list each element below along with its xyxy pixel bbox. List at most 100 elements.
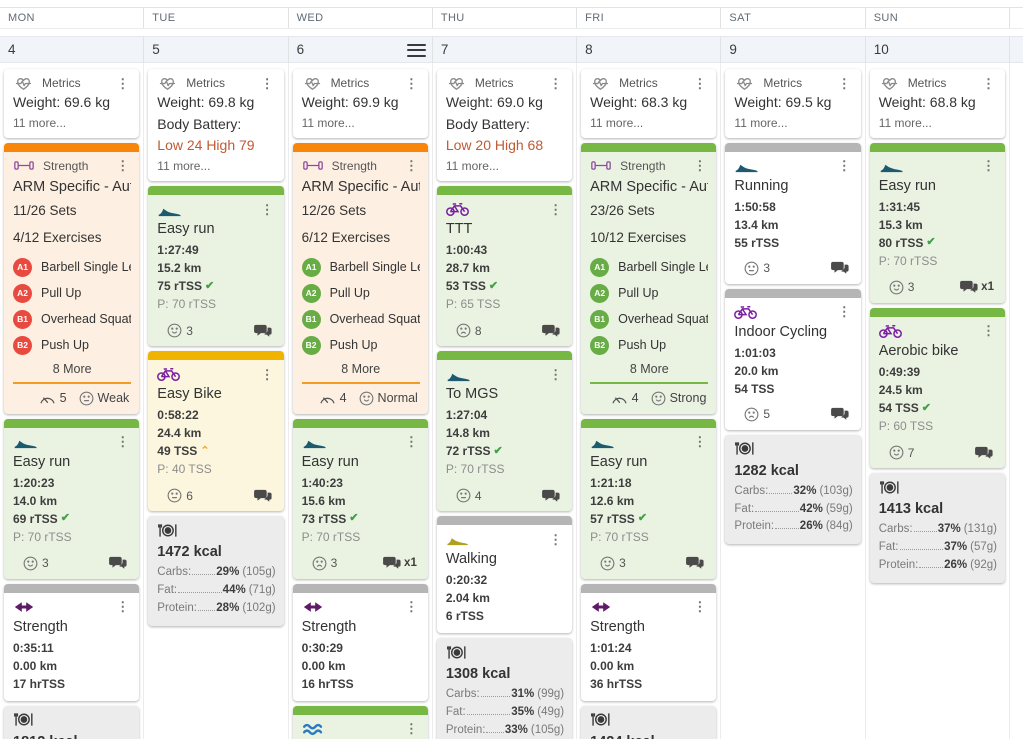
kebab-icon[interactable]: ⋮: [837, 158, 851, 174]
date-cell-thu[interactable]: 7: [433, 37, 578, 62]
kebab-icon[interactable]: ⋮: [837, 304, 851, 320]
kebab-icon[interactable]: ⋮: [404, 599, 418, 615]
kebab-icon[interactable]: ⋮: [116, 158, 130, 174]
metrics-more-link[interactable]: 11 more...: [734, 115, 788, 130]
metrics-more-link[interactable]: 11 more...: [157, 159, 211, 174]
workout-card[interactable]: ⋮ Easy Bike 0:58:22 24.4 km 49 TSS ⌃ P: 40 TSS…: [148, 351, 284, 512]
exercise-row[interactable]: B2 Push Up: [301, 335, 420, 355]
exercise-row[interactable]: A2 Pull Up: [301, 283, 420, 303]
exercise-row[interactable]: B1 Overhead Squat: [301, 309, 420, 329]
comments-button[interactable]: [541, 324, 561, 338]
exercise-row[interactable]: A2 Pull Up: [590, 283, 708, 303]
kebab-icon[interactable]: ⋮: [549, 366, 563, 382]
metrics-more-link[interactable]: 11 more...: [445, 159, 499, 174]
kebab-icon[interactable]: ⋮: [837, 75, 851, 91]
exercise-row[interactable]: B1 Overhead Squat: [13, 309, 131, 329]
workout-card[interactable]: ⋮ Easy run 1:31:45 15.3 km 80 rTSS ✔ P: 70 rTS…: [869, 142, 1005, 303]
dow-label-fri: FRI: [577, 8, 722, 28]
workout-card[interactable]: ⋮ TTT 1:00:43 28.7 km 53 TSS ✔ P: 65 TSS 8: [436, 186, 573, 347]
nutrition-card[interactable]: 1424 kcalCarbs:27%(93g)Fat:49%(76g)Prote…: [581, 705, 717, 739]
exercise-row[interactable]: B2 Push Up: [13, 335, 131, 355]
metrics-more-link[interactable]: 11 more...: [13, 115, 67, 130]
kebab-icon[interactable]: ⋮: [116, 599, 130, 615]
kebab-icon[interactable]: ⋮: [404, 75, 418, 91]
metrics-card[interactable]: Metrics ⋮ Weight: 68.3 kg 11 more...: [581, 69, 717, 138]
kebab-icon[interactable]: ⋮: [260, 366, 274, 382]
nutrition-card[interactable]: 1472 kcal Carbs: 29% (105g) Fat: 44% (71g) Prot…: [148, 516, 284, 626]
metrics-more-link[interactable]: 11 more...: [301, 115, 355, 130]
kebab-icon[interactable]: ⋮: [260, 201, 274, 217]
kebab-icon[interactable]: ⋮: [693, 599, 707, 615]
kebab-icon[interactable]: ⋮: [549, 75, 563, 91]
date-cell-sun[interactable]: 10: [866, 37, 1010, 62]
metrics-card[interactable]: Metrics ⋮ Weight: 69.0 kg Body Battery: Low …: [436, 69, 573, 182]
workout-card[interactable]: ⋮ Strength 0:30:29 0.00 km 16 hrTSS: [292, 583, 428, 701]
kebab-icon[interactable]: ⋮: [549, 531, 563, 547]
workout-card[interactable]: ⋮ Easy run 1:20:23 14.0 km 69 rTSS ✔ P: 70 rTS…: [4, 418, 140, 579]
workout-card[interactable]: ⋮ Running 1:50:58 13.4 km 55 rTSS 3: [725, 142, 861, 284]
workout-card[interactable]: ⋮ Easy run 1:27:49 15.2 km 75 rTSS ✔ P: 70 rTS…: [148, 186, 284, 347]
kebab-icon[interactable]: ⋮: [981, 323, 995, 339]
date-cell-wed[interactable]: 6: [289, 37, 433, 62]
date-cell-mon[interactable]: 4: [0, 37, 145, 62]
kebab-icon[interactable]: ⋮: [549, 201, 563, 217]
comments-button[interactable]: [830, 261, 850, 275]
exercise-row[interactable]: A1 Barbell Single Leg …: [301, 257, 420, 277]
strength-plan-card[interactable]: Strength ⋮ ARM Specific - Aut… 12/26 Sets 6/…: [292, 142, 428, 414]
metrics-more-link[interactable]: 11 more...: [878, 115, 932, 130]
exercise-row[interactable]: B1 Overhead Squat: [590, 309, 708, 329]
exercises-more-link[interactable]: 8 More: [52, 361, 92, 376]
exercises-more-link[interactable]: 8 More: [629, 361, 669, 376]
metrics-card[interactable]: Metrics ⋮ Weight: 68.8 kg 11 more...: [869, 69, 1005, 138]
exercise-row[interactable]: A1 Barbell Single Leg …: [13, 257, 131, 277]
metrics-more-link[interactable]: 11 more...: [590, 115, 644, 130]
kebab-icon[interactable]: ⋮: [404, 721, 418, 737]
comments-button[interactable]: [108, 556, 128, 570]
kebab-icon[interactable]: ⋮: [116, 75, 130, 91]
menu-icon[interactable]: [406, 44, 426, 60]
date-cell-tue[interactable]: 5: [144, 37, 289, 62]
workout-card[interactable]: ⋮ Easy run 1:40:23 15.6 km 73 rTSS ✔ P: 70 rTS…: [292, 418, 428, 579]
kebab-icon[interactable]: ⋮: [404, 158, 418, 174]
kebab-icon[interactable]: ⋮: [693, 75, 707, 91]
comments-button[interactable]: [830, 407, 850, 421]
metrics-card[interactable]: Metrics ⋮ Weight: 69.9 kg 11 more...: [292, 69, 428, 138]
workout-card[interactable]: ⋮ Strength 1:01:24 0.00 km 36 hrTSS: [581, 583, 717, 701]
workout-card[interactable]: ⋮ Strength 0:35:11 0.00 km 17 hrTSS: [4, 583, 140, 701]
exercise-row[interactable]: B2 Push Up: [590, 335, 708, 355]
comments-button[interactable]: [541, 489, 561, 503]
workout-card[interactable]: ⋮ Easy run 1:21:18 12.6 km 57 rTSS ✔ P: 70 rTS…: [581, 418, 717, 579]
workout-card[interactable]: ⋮ Indoor Cycling 1:01:03 20.0 km 54 TSS 5: [725, 288, 861, 430]
kebab-icon[interactable]: ⋮: [404, 434, 418, 450]
kebab-icon[interactable]: ⋮: [981, 158, 995, 174]
comments-button[interactable]: [253, 489, 273, 503]
comments-button[interactable]: [974, 446, 994, 460]
date-cell-sat[interactable]: 9: [721, 37, 866, 62]
exercises-more-link[interactable]: 8 More: [341, 361, 381, 376]
kebab-icon[interactable]: ⋮: [260, 75, 274, 91]
comments-button[interactable]: [685, 556, 705, 570]
kebab-icon[interactable]: ⋮: [693, 434, 707, 450]
strength-plan-card[interactable]: Strength ⋮ ARM Specific - Aut… 11/26 Sets 4/…: [4, 142, 140, 414]
date-cell-fri[interactable]: 8: [577, 37, 722, 62]
kebab-icon[interactable]: ⋮: [116, 434, 130, 450]
comments-button[interactable]: x1: [382, 556, 417, 570]
comments-button[interactable]: [253, 324, 273, 338]
nutrition-card[interactable]: 1413 kcal Carbs: 37% (131g) Fat: 37% (57g) Prot…: [869, 473, 1005, 583]
strength-plan-card[interactable]: Strength ⋮ ARM Specific - Aut… 23/26 Sets 10…: [581, 142, 717, 414]
metrics-card[interactable]: Metrics ⋮ Weight: 69.5 kg 11 more...: [725, 69, 861, 138]
workout-card[interactable]: ⋮ Walking 0:20:32 2.04 km 6 rTSS: [436, 516, 573, 634]
workout-card[interactable]: ⋮ Aerobic bike 0:49:39 24.5 km 54 TSS ✔ P: 60 …: [869, 307, 1005, 469]
kebab-icon[interactable]: ⋮: [981, 75, 995, 91]
nutrition-card[interactable]: 1282 kcal Carbs: 32% (103g) Fat: 42% (59g) Prot…: [725, 434, 861, 545]
metrics-card[interactable]: Metrics ⋮ Weight: 69.6 kg 11 more...: [4, 69, 140, 138]
workout-card[interactable]: ⋮Swim0:43:451875 m35 sTSS✔P: 35 sTSS: [292, 705, 428, 739]
kebab-icon[interactable]: ⋮: [693, 158, 707, 174]
metrics-card[interactable]: Metrics ⋮ Weight: 69.8 kg Body Battery: Low …: [148, 69, 284, 182]
nutrition-card[interactable]: 1308 kcal Carbs: 31% (99g) Fat: 35% (49g) Prote…: [436, 638, 573, 739]
comments-button[interactable]: x1: [959, 280, 994, 294]
exercise-row[interactable]: A1 Barbell Single Leg …: [590, 257, 708, 277]
workout-card[interactable]: ⋮ To MGS 1:27:04 14.8 km 72 rTSS ✔ P: 70 rTSS 4: [436, 351, 573, 512]
exercise-row[interactable]: A2 Pull Up: [13, 283, 131, 303]
